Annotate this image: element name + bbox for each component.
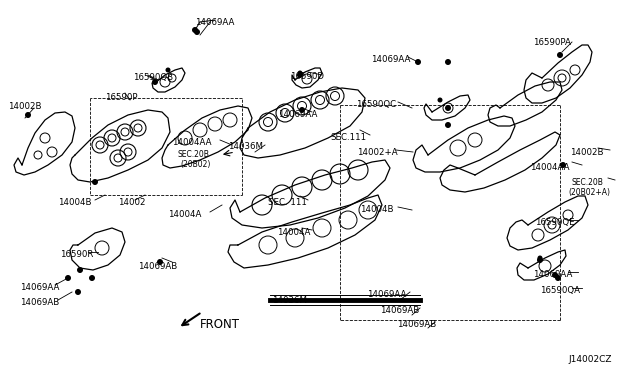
- Text: 14002+A: 14002+A: [357, 148, 397, 157]
- Circle shape: [297, 72, 303, 78]
- Text: 14004A: 14004A: [277, 228, 310, 237]
- Circle shape: [89, 275, 95, 281]
- Text: 16590QE: 16590QE: [535, 218, 575, 227]
- Text: 16590PA: 16590PA: [533, 38, 571, 47]
- Circle shape: [557, 52, 563, 58]
- Circle shape: [75, 289, 81, 295]
- Circle shape: [438, 97, 442, 103]
- Text: 16590D: 16590D: [290, 72, 324, 81]
- Circle shape: [192, 27, 198, 33]
- Circle shape: [445, 122, 451, 128]
- Circle shape: [166, 67, 170, 73]
- Text: 14036M: 14036M: [228, 142, 263, 151]
- Text: FRONT: FRONT: [200, 318, 240, 331]
- Circle shape: [157, 259, 163, 265]
- Text: 14069AA: 14069AA: [195, 18, 234, 27]
- Text: 14069AB: 14069AB: [397, 320, 436, 329]
- Circle shape: [537, 257, 543, 263]
- Text: J14002CZ: J14002CZ: [568, 355, 611, 364]
- Circle shape: [445, 105, 451, 111]
- Circle shape: [552, 272, 558, 278]
- Text: 14069AB: 14069AB: [20, 298, 60, 307]
- Circle shape: [555, 275, 561, 281]
- Text: SEC.20B: SEC.20B: [178, 150, 210, 159]
- Text: 14002: 14002: [118, 198, 145, 207]
- Circle shape: [445, 59, 451, 65]
- Circle shape: [92, 179, 98, 185]
- Text: 14002B: 14002B: [8, 102, 42, 111]
- Text: 14002B: 14002B: [570, 148, 604, 157]
- Circle shape: [560, 162, 566, 168]
- Text: 16590QC: 16590QC: [356, 100, 396, 109]
- Text: 14069AB: 14069AB: [138, 262, 177, 271]
- Text: SEC. 111: SEC. 111: [268, 198, 307, 207]
- Text: 16590P: 16590P: [105, 93, 138, 102]
- Text: 14069AA: 14069AA: [533, 270, 572, 279]
- Text: 14069AA: 14069AA: [367, 290, 406, 299]
- Text: 16590QA: 16590QA: [540, 286, 580, 295]
- Text: (20B02): (20B02): [180, 160, 211, 169]
- Text: 14036M-: 14036M-: [272, 296, 310, 305]
- Circle shape: [25, 112, 31, 118]
- Text: 14004B: 14004B: [360, 205, 394, 214]
- Text: 14069AB: 14069AB: [380, 306, 419, 315]
- Text: 14004A: 14004A: [168, 210, 202, 219]
- Circle shape: [194, 29, 200, 35]
- Text: 14004B: 14004B: [58, 198, 92, 207]
- Circle shape: [65, 275, 71, 281]
- Text: 14069AA: 14069AA: [20, 283, 60, 292]
- Text: 14004AA: 14004AA: [530, 163, 570, 172]
- Circle shape: [538, 256, 543, 260]
- Text: SEC.20B: SEC.20B: [572, 178, 604, 187]
- Text: (20B02+A): (20B02+A): [568, 188, 610, 197]
- Text: 16590R: 16590R: [60, 250, 93, 259]
- Circle shape: [298, 71, 303, 76]
- Text: SEC.111: SEC.111: [330, 133, 366, 142]
- Circle shape: [152, 79, 158, 85]
- Circle shape: [299, 107, 305, 113]
- Text: 14004AA: 14004AA: [172, 138, 211, 147]
- Circle shape: [415, 59, 421, 65]
- Text: 16590QB: 16590QB: [133, 73, 173, 82]
- Circle shape: [77, 267, 83, 273]
- Text: 14069AA: 14069AA: [278, 110, 317, 119]
- Text: 14069AA: 14069AA: [371, 55, 410, 64]
